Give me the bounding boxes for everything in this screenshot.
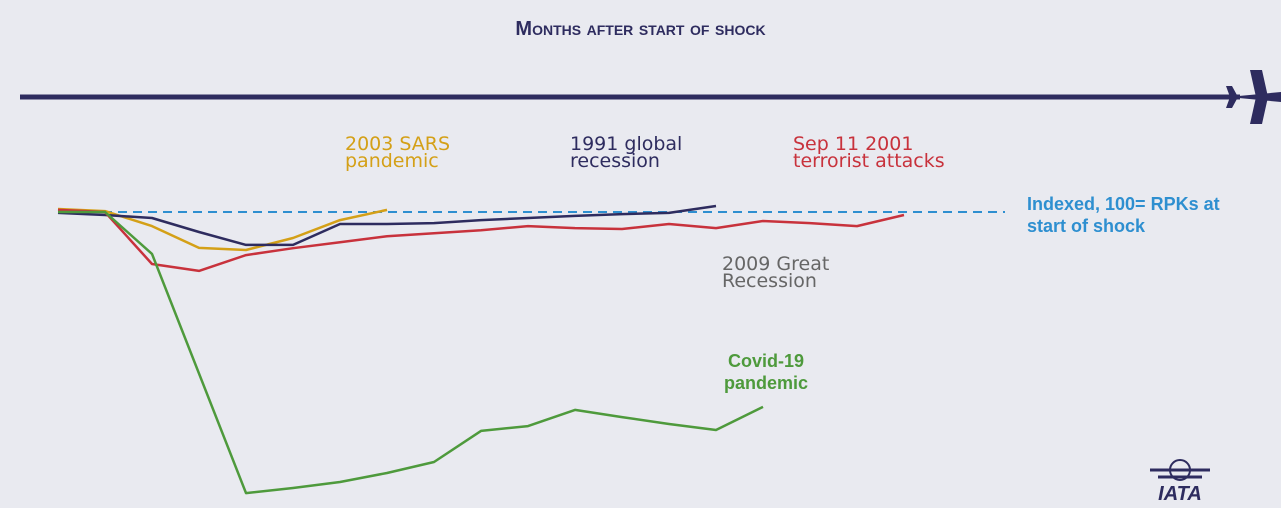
series-label: Covid-19 pandemic	[724, 351, 809, 393]
series-line	[57, 207, 388, 252]
reference-label: Indexed, 100= RPKs at start of shock	[1027, 194, 1220, 236]
iata-globe	[1150, 459, 1210, 481]
series-line	[58, 210, 764, 495]
series-label: 2003 SARS pandemic	[345, 133, 451, 172]
x-axis-title: Months after start of shock	[515, 18, 766, 40]
series-line	[57, 208, 905, 273]
series-label: 1991 global recession	[570, 133, 683, 172]
series-label: Sep 11 2001 terrorist attacks	[793, 133, 945, 172]
annotation: 2009 Great Recession	[722, 253, 830, 292]
logo-text: IATA	[1158, 483, 1202, 505]
series-line	[57, 204, 717, 247]
plane-icon	[1226, 70, 1281, 124]
